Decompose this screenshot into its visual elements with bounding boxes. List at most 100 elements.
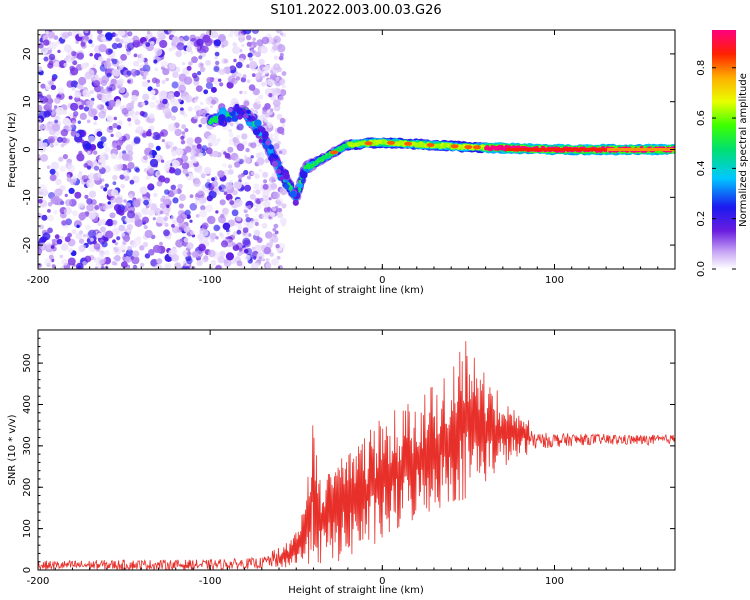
- noise-blob: [198, 62, 204, 69]
- noise-blob: [234, 198, 243, 208]
- noise-blob: [258, 94, 264, 100]
- noise-blob: [193, 179, 202, 188]
- noise-blob: [273, 63, 281, 71]
- signal-core-segment: [537, 148, 540, 151]
- noise-blob: [76, 83, 82, 89]
- signal-core-segment: [568, 148, 571, 151]
- x-tick-label: -200: [27, 275, 50, 286]
- noise-blob: [50, 84, 57, 91]
- noise-blob: [98, 165, 103, 170]
- noise-blob: [117, 120, 123, 126]
- signal-hot-spot: [364, 141, 373, 146]
- noise-blob: [190, 149, 197, 156]
- noise-blob: [132, 250, 140, 258]
- noise-blob: [38, 124, 44, 131]
- noise-blob: [245, 147, 250, 153]
- noise-blob: [92, 160, 98, 165]
- noise-blob: [273, 137, 279, 143]
- noise-blob: [276, 200, 282, 207]
- noise-blob: [155, 145, 161, 151]
- noise-blob: [228, 32, 234, 38]
- noise-blob: [279, 117, 286, 124]
- noise-blob: [129, 179, 135, 185]
- noise-blob: [78, 238, 85, 244]
- noise-blob: [124, 218, 129, 223]
- noise-blob: [232, 231, 238, 236]
- signal-core-segment: [590, 148, 592, 151]
- noise-blob: [60, 143, 65, 148]
- noise-blob: [180, 135, 185, 140]
- noise-blob: [183, 35, 190, 42]
- noise-blob: [115, 208, 123, 215]
- noise-blob: [172, 220, 178, 225]
- noise-blob: [259, 64, 264, 70]
- signal-core-segment: [532, 148, 535, 151]
- noise-blob: [110, 197, 117, 204]
- signal-track-blob: [276, 168, 282, 174]
- signal-track-blob: [271, 160, 279, 168]
- noise-blob: [61, 109, 67, 115]
- noise-blob: [97, 155, 106, 164]
- noise-blob: [275, 30, 283, 34]
- noise-blob: [67, 232, 72, 238]
- y-tick-label: 300: [22, 436, 33, 455]
- noise-blob: [77, 120, 82, 124]
- noise-blob: [210, 99, 216, 105]
- noise-blob: [116, 145, 122, 151]
- noise-blob: [252, 37, 256, 41]
- noise-blob: [275, 76, 280, 81]
- noise-blob: [155, 170, 161, 177]
- noise-blob: [48, 31, 55, 39]
- noise-blob: [252, 190, 256, 194]
- signal-core-segment: [667, 148, 670, 151]
- noise-blob: [203, 89, 209, 95]
- noise-blob: [184, 146, 192, 153]
- noise-blob: [112, 122, 118, 129]
- noise-blob: [163, 164, 171, 171]
- noise-blob: [177, 98, 182, 103]
- noise-blob: [142, 132, 147, 138]
- noise-blob: [178, 203, 184, 209]
- noise-blob: [277, 44, 286, 53]
- noise-blob: [147, 86, 153, 92]
- noise-blob: [247, 52, 253, 58]
- colorbar-label: Normalized spectral amplitude: [738, 73, 749, 227]
- noise-blob: [222, 163, 227, 168]
- noise-blob: [194, 136, 202, 144]
- noise-blob: [53, 210, 58, 215]
- noise-blob: [171, 159, 180, 168]
- y-tick-label: 200: [22, 478, 33, 497]
- noise-blob: [103, 187, 108, 192]
- figure-title: S101.2022.003.00.03.G26: [270, 3, 441, 18]
- x-tick-label: 0: [379, 275, 385, 286]
- noise-blob: [242, 140, 248, 146]
- noise-blob: [82, 89, 90, 98]
- noise-blob: [196, 259, 203, 267]
- noise-blob: [216, 190, 222, 196]
- noise-blob: [57, 87, 65, 95]
- signal-track-blob: [225, 116, 232, 123]
- noise-blob: [144, 147, 153, 156]
- noise-blob: [126, 224, 133, 231]
- noise-blob: [205, 60, 211, 66]
- signal-track-blob: [254, 119, 262, 127]
- noise-blob: [45, 102, 53, 110]
- noise-blob: [246, 79, 251, 84]
- noise-blob: [146, 30, 151, 35]
- noise-blob: [231, 77, 238, 85]
- noise-blob: [186, 242, 194, 250]
- snr-y-axis-label: SNR (10 * v/v): [7, 414, 18, 485]
- signal-core-segment: [596, 148, 599, 151]
- noise-blob: [71, 50, 77, 57]
- noise-blob: [253, 256, 257, 260]
- noise-blob: [142, 241, 149, 248]
- noise-blob: [117, 155, 123, 160]
- noise-blob: [87, 150, 91, 155]
- noise-blob: [262, 171, 269, 178]
- signal-core-segment: [605, 148, 608, 151]
- noise-blob: [166, 204, 170, 209]
- noise-blob: [198, 243, 206, 252]
- noise-blob: [128, 194, 134, 199]
- noise-blob: [112, 239, 116, 244]
- spectrogram-y-axis-label: Frequency (Hz): [7, 112, 18, 188]
